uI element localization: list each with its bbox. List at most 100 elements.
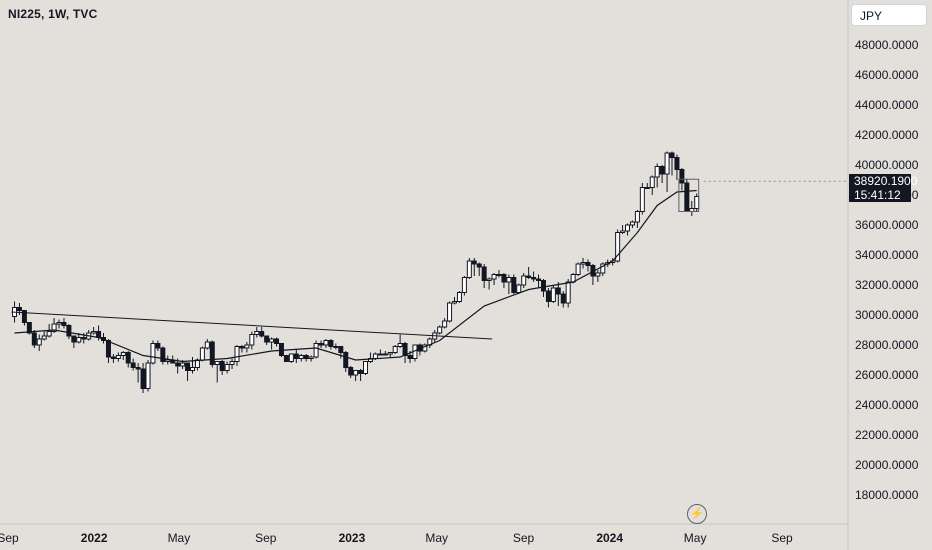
y-tick-label: 36000.0000	[855, 218, 919, 232]
time-axis[interactable]: Sep 2022 May Sep 2023 May Sep 2024 May Sep	[0, 531, 793, 545]
x-tick-label: Sep	[0, 531, 19, 545]
moving-average-line	[14, 189, 697, 363]
candle-body-up	[199, 347, 205, 361]
candle-body-up	[392, 346, 398, 353]
candle-body-up	[363, 361, 369, 374]
candle-body-down	[511, 277, 517, 293]
candle-body-up	[51, 323, 57, 332]
candle-body-down	[338, 346, 344, 353]
candle-body-down	[21, 310, 27, 323]
currency-button[interactable]: JPY	[851, 4, 927, 26]
candle-body-down	[407, 355, 413, 359]
candle-body-down	[264, 335, 270, 343]
y-tick-label: 48000.0000	[855, 38, 919, 52]
candle-body-down	[343, 352, 349, 368]
candle-body-up	[397, 343, 403, 347]
candle-body-down	[358, 370, 364, 374]
candle-body-up	[224, 364, 230, 371]
y-tick-label: 46000.0000	[855, 68, 919, 82]
candle-body-down	[140, 368, 146, 389]
trend-line[interactable]	[11, 311, 493, 340]
candle-body-up	[486, 278, 492, 281]
candle-body-up	[150, 343, 156, 364]
candle-body-down	[219, 361, 225, 371]
candle-body-down	[160, 347, 166, 362]
candle-body-down	[16, 307, 22, 311]
x-tick-label: Sep	[513, 531, 535, 545]
y-tick-label: 44000.0000	[855, 98, 919, 112]
candle-body-up	[521, 275, 527, 286]
candle-body-up	[461, 277, 467, 293]
candle-body-down	[66, 325, 72, 337]
candle-body-up	[41, 335, 47, 340]
lightning-bolt-icon[interactable]: ⚡	[687, 504, 707, 524]
plot-area	[0, 0, 849, 550]
x-tick-label: 2023	[339, 531, 366, 545]
candle-body-down	[540, 280, 546, 292]
x-tick-label: May	[425, 531, 448, 545]
price-axis[interactable]: 48000.0000 46000.0000 44000.0000 42000.0000…	[855, 38, 919, 502]
x-tick-label: 2022	[81, 531, 108, 545]
candle-body-down	[110, 356, 116, 359]
last-price-badge: 38920.1900 15:41:12	[849, 174, 917, 202]
candle-body-down	[278, 343, 284, 356]
selection-box[interactable]	[678, 178, 700, 212]
candle-body-down	[303, 355, 309, 359]
symbol-label[interactable]: NI225, 1W, TVC	[8, 7, 98, 21]
candle-body-up	[629, 221, 635, 226]
candle-body-up	[580, 262, 586, 265]
candle-body-up	[145, 362, 151, 389]
candle-body-up	[649, 176, 655, 188]
candle-body-down	[555, 287, 561, 295]
candle-body-up	[437, 326, 443, 334]
candle-body-up	[639, 187, 645, 212]
candle-body-up	[694, 196, 700, 209]
x-tick-label: May	[684, 531, 707, 545]
candle-body-up	[550, 287, 556, 302]
x-tick-label: May	[168, 531, 191, 545]
candle-body-up	[506, 277, 512, 283]
y-tick-label: 42000.0000	[855, 128, 919, 142]
candle-body-up	[382, 353, 388, 356]
y-tick-label: 32000.0000	[855, 278, 919, 292]
x-tick-label: Sep	[255, 531, 277, 545]
candle-body-down	[679, 169, 685, 184]
candle-body-down	[259, 331, 265, 337]
y-tick-label: 34000.0000	[855, 248, 919, 262]
candle-body-up	[204, 341, 210, 349]
candle-body-down	[669, 152, 675, 158]
candle-body-up	[634, 211, 640, 223]
candle-body-down	[402, 343, 408, 356]
candle-body-up	[249, 334, 255, 346]
candle-body-up	[323, 340, 329, 346]
y-tick-label: 26000.0000	[855, 368, 919, 382]
candle-body-up	[387, 352, 393, 355]
candle-body-up	[120, 352, 126, 356]
candle-body-up	[165, 359, 171, 362]
candle-body-up	[180, 362, 186, 367]
candle-body-down	[71, 335, 77, 343]
candle-body-down	[328, 340, 334, 347]
candle-body-up	[451, 301, 457, 304]
candle-body-up	[372, 353, 378, 359]
candle-body-up	[56, 322, 62, 325]
candle-body-down	[105, 340, 111, 358]
candle-body-down	[96, 331, 102, 338]
x-tick-label: 2024	[596, 531, 623, 545]
candle-body-down	[274, 338, 280, 344]
bar-countdown: 15:41:12	[854, 188, 901, 202]
candle-body-down	[135, 367, 141, 370]
y-tick-label: 24000.0000	[855, 398, 919, 412]
candle-body-up	[447, 302, 453, 322]
candle-body-up	[620, 230, 626, 233]
candle-body-down	[684, 182, 690, 212]
candle-body-up	[269, 338, 275, 343]
candle-body-up	[664, 152, 670, 175]
candle-body-down	[125, 352, 131, 364]
candle-body-up	[466, 260, 472, 278]
candle-body-up	[91, 331, 97, 334]
candle-body-down	[348, 367, 354, 376]
candle-body-down	[659, 166, 665, 175]
candle-body-down	[526, 275, 532, 278]
